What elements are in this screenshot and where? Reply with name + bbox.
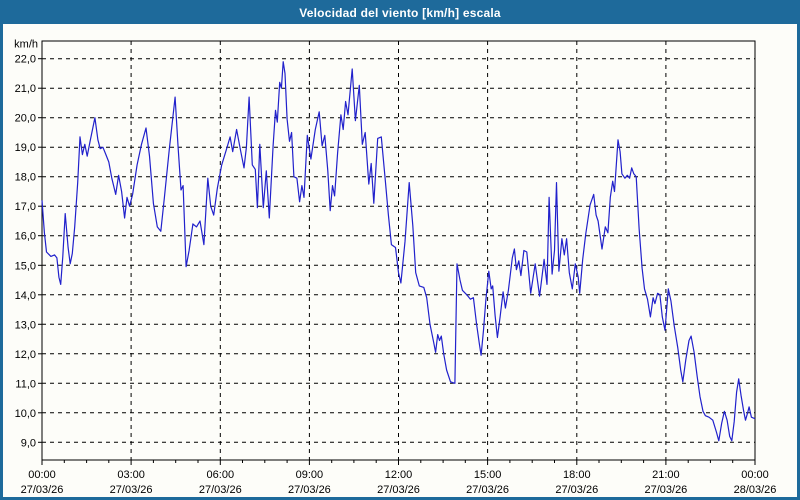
svg-text:19,0: 19,0 xyxy=(15,142,36,154)
chart-title: Velocidad del viento [km/h] escala xyxy=(3,3,797,24)
svg-text:09:00: 09:00 xyxy=(296,469,324,481)
svg-text:20,0: 20,0 xyxy=(15,113,36,125)
svg-text:22,0: 22,0 xyxy=(15,54,36,66)
svg-text:21,0: 21,0 xyxy=(15,83,36,95)
svg-text:03:00: 03:00 xyxy=(117,469,145,481)
svg-text:18:00: 18:00 xyxy=(563,469,591,481)
svg-text:9,0: 9,0 xyxy=(21,437,36,449)
svg-text:27/03/26: 27/03/26 xyxy=(21,484,64,496)
svg-text:27/03/26: 27/03/26 xyxy=(377,484,420,496)
svg-text:10,0: 10,0 xyxy=(15,408,36,420)
svg-text:00:00: 00:00 xyxy=(28,469,56,481)
svg-text:17,0: 17,0 xyxy=(15,201,36,213)
svg-text:12:00: 12:00 xyxy=(385,469,413,481)
svg-text:27/03/26: 27/03/26 xyxy=(644,484,687,496)
svg-text:00:00: 00:00 xyxy=(741,469,769,481)
svg-text:km/h: km/h xyxy=(14,39,38,51)
svg-text:21:00: 21:00 xyxy=(652,469,680,481)
svg-text:11,0: 11,0 xyxy=(15,378,36,390)
svg-text:16,0: 16,0 xyxy=(15,231,36,243)
svg-text:28/03/26: 28/03/26 xyxy=(734,484,777,496)
wind-speed-line xyxy=(41,61,756,442)
svg-text:27/03/26: 27/03/26 xyxy=(555,484,598,496)
svg-text:13,0: 13,0 xyxy=(15,319,36,331)
svg-text:18,0: 18,0 xyxy=(15,172,36,184)
plot-region: 9,0 10,0 11,0 12,0 13,0 14,0 15,0 16,0 17,0 18,0 1… xyxy=(3,24,797,497)
wind-speed-chart: 9,0 10,0 11,0 12,0 13,0 14,0 15,0 16,0 17,0 18,0 1… xyxy=(14,39,777,496)
svg-text:06:00: 06:00 xyxy=(207,469,235,481)
svg-text:27/03/26: 27/03/26 xyxy=(110,484,153,496)
svg-text:15:00: 15:00 xyxy=(474,469,502,481)
svg-text:15,0: 15,0 xyxy=(15,260,36,272)
svg-text:14,0: 14,0 xyxy=(15,290,36,302)
svg-text:27/03/26: 27/03/26 xyxy=(288,484,331,496)
svg-text:27/03/26: 27/03/26 xyxy=(199,484,242,496)
svg-text:12,0: 12,0 xyxy=(15,349,36,361)
svg-text:27/03/26: 27/03/26 xyxy=(466,484,509,496)
